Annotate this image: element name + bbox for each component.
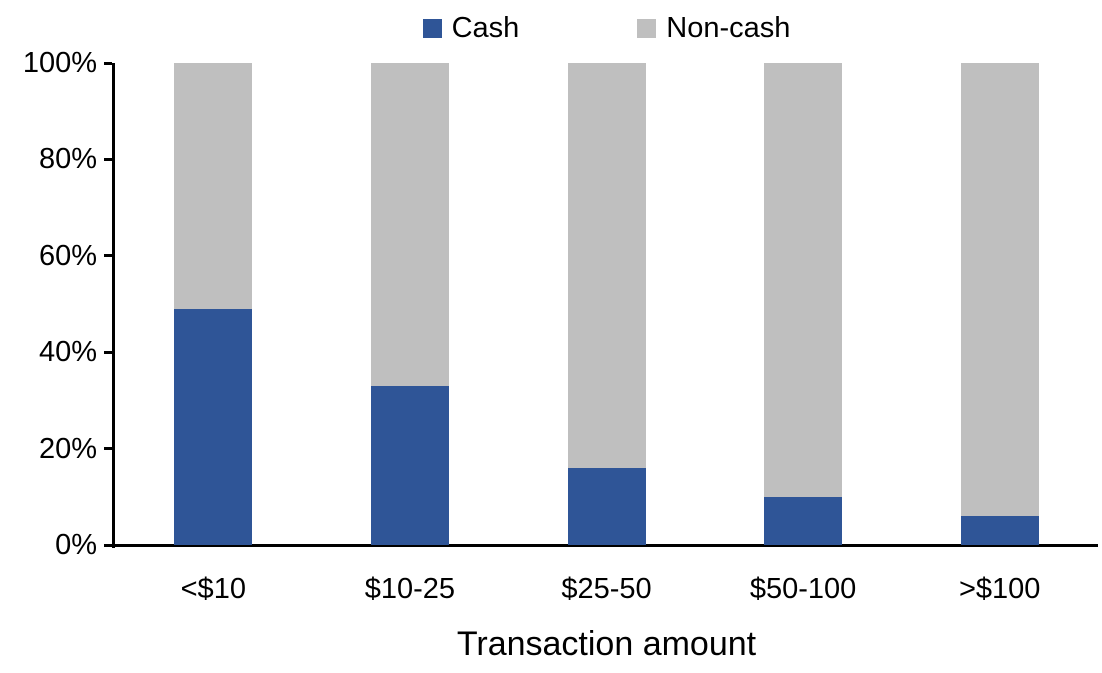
x-axis-line	[112, 544, 1098, 547]
legend-item-cash: Cash	[422, 12, 520, 44]
bar-$50-100	[764, 63, 843, 545]
bar-<$10	[174, 63, 253, 545]
y-tick-mark	[104, 543, 112, 547]
bar->$100	[960, 63, 1039, 545]
y-tick-label: 0%	[55, 529, 97, 561]
y-tick-label: 20%	[38, 432, 97, 465]
y-tick-mark	[104, 254, 112, 258]
y-tick-label: 100%	[22, 47, 97, 79]
x-axis-title: Transaction amount	[456, 625, 757, 663]
y-tick-mark	[104, 61, 112, 65]
noncash-legend-swatch-icon	[637, 19, 657, 38]
non-cash-segment	[567, 63, 646, 468]
cash-segment	[174, 308, 253, 545]
y-axis-line	[112, 63, 115, 548]
cash-legend-swatch-icon	[422, 19, 442, 38]
x-tick-label: >$100	[958, 573, 1041, 605]
x-tick-label: $10-25	[364, 573, 456, 605]
non-cash-segment	[370, 63, 449, 386]
x-tick-label: $50-100	[749, 573, 857, 605]
y-tick-label: 40%	[38, 336, 97, 369]
chart-legend: Cash Non-cash	[115, 14, 1098, 43]
bar-$25-50	[567, 63, 646, 545]
y-tick-mark	[104, 157, 112, 161]
legend-item-noncash: Non-cash	[637, 14, 790, 43]
cash-segment	[370, 385, 449, 545]
x-tick-label: $25-50	[561, 573, 652, 605]
bar-$10-25	[370, 63, 449, 545]
cash-legend-label: Cash	[451, 12, 520, 44]
y-tick-mark	[104, 447, 112, 451]
x-tick-label: <$10	[180, 573, 246, 605]
y-tick-label: 80%	[38, 143, 97, 176]
plot-area: 0% 20% 40% 60% 80% 100% <$10 $10-25 $25-50 $50-10…	[23, 48, 1098, 605]
cash-segment	[960, 516, 1039, 545]
y-tick-mark	[104, 350, 112, 354]
non-cash-segment	[960, 63, 1039, 517]
cash-segment	[567, 467, 646, 545]
cash-segment	[764, 496, 843, 545]
y-tick-label: 60%	[38, 239, 97, 272]
non-cash-segment	[174, 63, 253, 309]
non-cash-segment	[764, 63, 843, 497]
noncash-legend-label: Non-cash	[666, 12, 791, 44]
